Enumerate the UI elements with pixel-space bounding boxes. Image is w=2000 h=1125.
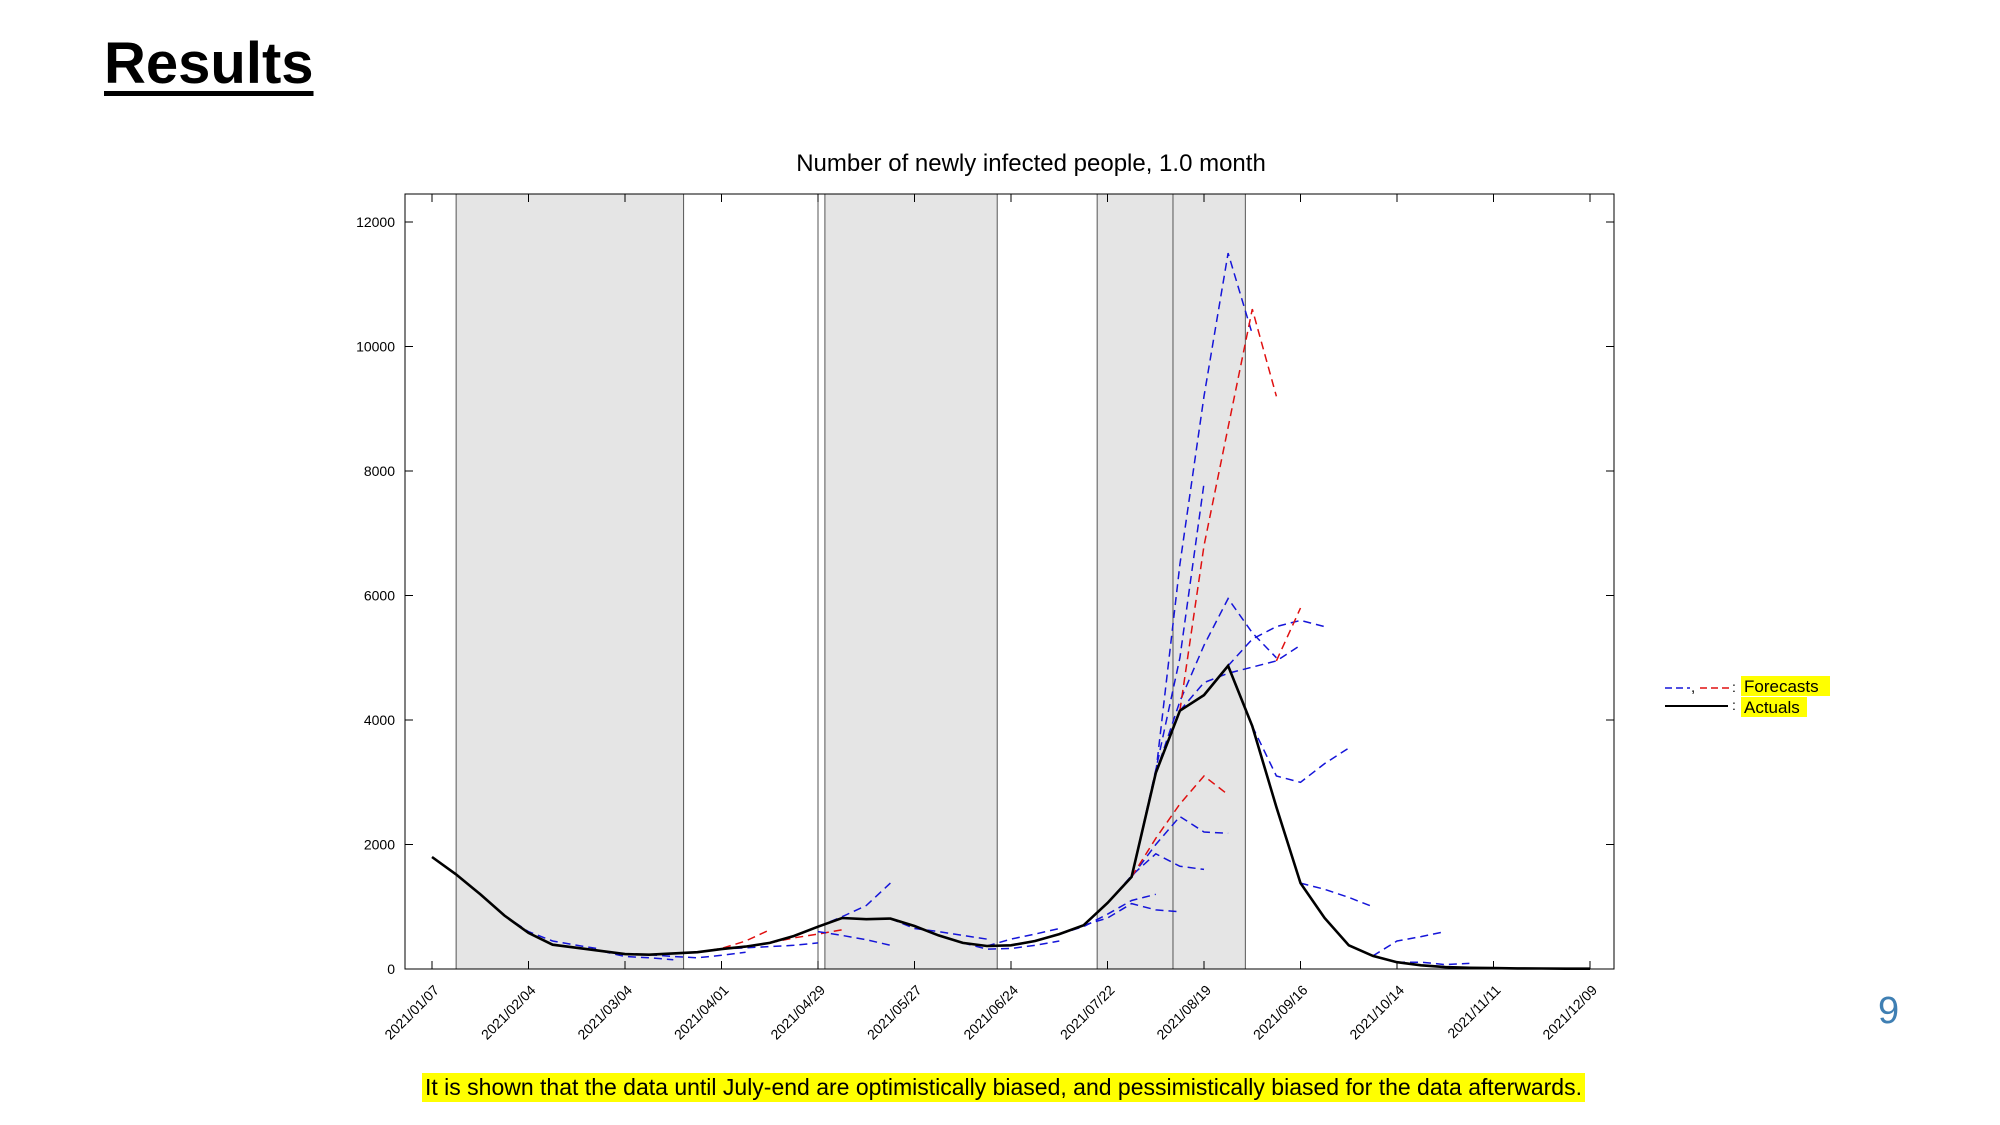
forecast-line <box>1251 725 1350 784</box>
legend-forecasts-label: Forecasts <box>1744 677 1819 696</box>
y-tick-label: 10000 <box>356 339 395 355</box>
y-tick-label: 2000 <box>364 837 395 853</box>
shaded-period <box>1172 194 1246 969</box>
forecast-line <box>1227 619 1325 667</box>
x-tick-label: 2021/07/22 <box>1057 982 1118 1043</box>
x-tick-label: 2021/08/19 <box>1153 982 1214 1043</box>
x-tick-label: 2021/03/04 <box>574 982 635 1043</box>
legend-actuals-highlight <box>1741 697 1807 717</box>
forecast-line <box>1372 930 1446 957</box>
legend-forecasts-highlight <box>1741 676 1830 696</box>
legend-actuals-label: Actuals <box>1744 698 1800 717</box>
x-tick-label: 2021/12/09 <box>1539 982 1600 1043</box>
forecast-line <box>1155 252 1254 773</box>
forecast-line <box>1130 815 1229 878</box>
legend-colon: : <box>1732 697 1736 713</box>
chart-title: Number of newly infected people, 1.0 mon… <box>796 150 1266 177</box>
forecast-line <box>1179 644 1301 712</box>
period-boundaries <box>455 194 1246 969</box>
x-tick-label: 2021/01/07 <box>381 982 442 1043</box>
forecast-line <box>1106 852 1205 904</box>
series-group <box>431 252 1590 971</box>
legend-separator: , <box>1691 679 1695 696</box>
forecast-line <box>1275 607 1302 662</box>
y-tick-label: 8000 <box>364 463 395 479</box>
legend: , : Forecasts : Actuals <box>1665 676 1830 717</box>
x-tick-label: 2021/10/14 <box>1346 982 1407 1043</box>
y-tick-label: 0 <box>387 961 395 977</box>
page-number: 9 <box>1878 990 1900 1032</box>
forecast-line <box>962 940 1060 950</box>
y-tick-label: 6000 <box>364 588 395 604</box>
x-tick-label: 2021/11/11 <box>1444 982 1504 1042</box>
legend-colon: : <box>1732 679 1736 695</box>
forecast-line <box>1300 882 1374 908</box>
forecast-line <box>649 951 746 959</box>
x-tick-label: 2021/02/04 <box>478 982 539 1043</box>
forecast-line <box>1083 902 1180 927</box>
y-tick-label: 12000 <box>356 214 395 230</box>
x-tick-label: 2021/05/27 <box>864 982 925 1043</box>
x-tick-label: 2021/04/29 <box>767 982 828 1043</box>
caption: It is shown that the data until July-end… <box>422 1073 1585 1102</box>
forecast-line <box>890 917 988 940</box>
y-tick-label: 4000 <box>364 712 395 728</box>
plot-frame <box>404 193 1615 970</box>
x-tick-label: 2021/04/01 <box>671 982 732 1043</box>
forecast-line <box>1179 308 1278 711</box>
shaded-periods <box>456 194 1246 969</box>
x-tick-label: 2021/06/24 <box>960 982 1021 1043</box>
x-tick-label: 2021/09/16 <box>1250 982 1311 1043</box>
shaded-period <box>824 194 998 969</box>
shaded-period <box>456 194 684 969</box>
shaded-period <box>1097 194 1173 969</box>
slide-title: Results <box>104 31 314 96</box>
forecast-line <box>1130 774 1229 878</box>
